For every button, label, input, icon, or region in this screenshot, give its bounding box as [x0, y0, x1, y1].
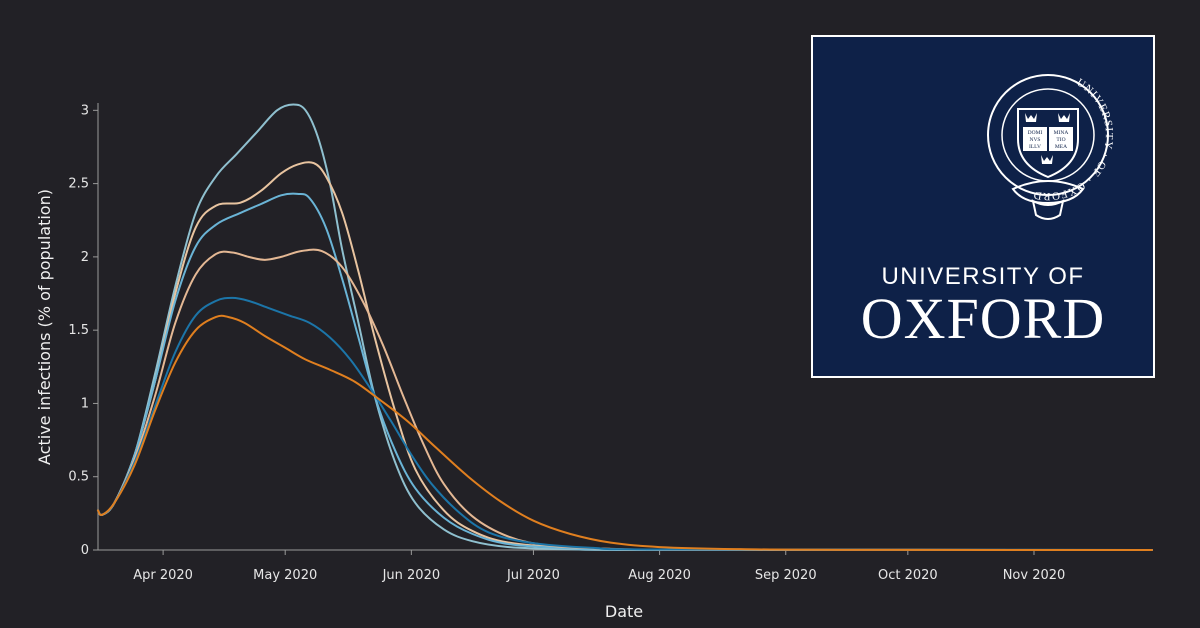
y-tick-label: 3 — [81, 103, 89, 118]
book-right-line-3: MEA — [1055, 144, 1067, 150]
x-tick-label: Oct 2020 — [878, 568, 938, 583]
series-line-3 — [97, 192, 1153, 551]
x-ticks: Apr 2020 May 2020 Jun 2020 Jul 2020 Aug 2020… — [133, 550, 1065, 583]
university-of-oxford-logo: UNIVERSITY · OF · OXFORD DOMI NVS ILLV M… — [811, 35, 1155, 378]
x-tick-label: Nov 2020 — [1003, 568, 1066, 583]
oxford-crest-icon: UNIVERSITY · OF · OXFORD DOMI NVS ILLV M… — [987, 74, 1113, 220]
book-right-line-1: MINA — [1054, 130, 1069, 136]
x-tick-label: Jul 2020 — [506, 568, 560, 583]
logo-text-university-of: UNIVERSITY OF — [881, 263, 1085, 290]
logo-text-oxford: OXFORD — [860, 286, 1106, 351]
chart-axes: 0 0.5 1 1.5 2 2.5 3 Apr 2020 May 2020 Jun 2020 Ju… — [68, 103, 1152, 583]
x-tick-label: May 2020 — [253, 568, 317, 583]
series-line-1 — [97, 103, 1153, 552]
book-right-line-2: TIO — [1056, 137, 1065, 143]
book-left-line-2: NVS — [1029, 137, 1040, 143]
x-tick-label: Jun 2020 — [382, 568, 441, 583]
series-lines — [97, 103, 1153, 552]
book-left-line-1: DOMI — [1028, 130, 1043, 136]
x-tick-label: Apr 2020 — [133, 568, 193, 583]
x-axis-title: Date — [605, 602, 643, 621]
y-tick-label: 2 — [81, 250, 89, 265]
y-ticks: 0 0.5 1 1.5 2 2.5 3 — [68, 103, 98, 558]
y-tick-label: 0 — [81, 543, 89, 558]
y-tick-label: 1.5 — [68, 323, 89, 338]
x-tick-label: Aug 2020 — [628, 568, 691, 583]
y-tick-label: 1 — [81, 396, 89, 411]
series-line-6 — [97, 314, 1153, 551]
book-left-line-3: ILLV — [1029, 144, 1041, 150]
series-line-5 — [97, 296, 1153, 551]
y-axis-title: Active infections (% of population) — [35, 189, 54, 465]
y-tick-label: 0.5 — [68, 470, 89, 485]
x-tick-label: Sep 2020 — [755, 568, 817, 583]
y-tick-label: 2.5 — [68, 177, 89, 192]
